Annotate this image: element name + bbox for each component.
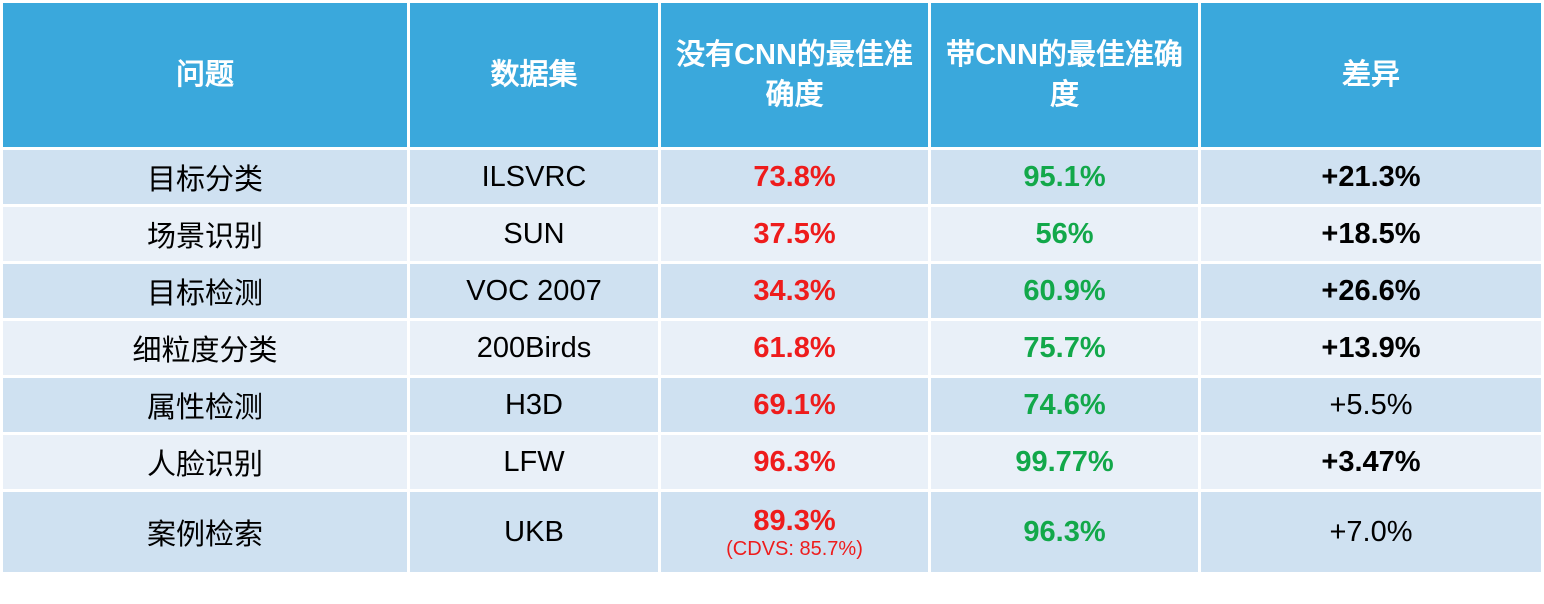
table-cell: +5.5%	[1198, 375, 1544, 435]
table-cell: 37.5%	[658, 204, 931, 264]
table-cell: 属性检测	[0, 375, 410, 435]
table-row: 场景识别 SUN 37.5% 56% +18.5%	[0, 204, 1544, 264]
table-cell: 200Birds	[407, 318, 661, 378]
cell-text: +18.5%	[1321, 217, 1421, 250]
table-body: 目标分类 ILSVRC 73.8% 95.1% +21.3% 场景识别 SUN 37.5% 56…	[0, 147, 1544, 575]
comparison-table: 问题 数据集 没有CNN的最佳准确度 带CNN的最佳准确度 差异 目标分类 ILSVRC 7…	[0, 0, 1544, 575]
table-cell: 目标分类	[0, 147, 410, 207]
header-cell: 没有CNN的最佳准确度	[658, 0, 931, 150]
cell-text: +21.3%	[1321, 160, 1421, 193]
header-text: 带CNN的最佳准确度	[946, 39, 1183, 111]
table-cell: 95.1%	[928, 147, 1201, 207]
cell-text: +13.9%	[1321, 331, 1421, 364]
table-cell: 目标检测	[0, 261, 410, 321]
table-row: 细粒度分类 200Birds 61.8% 75.7% +13.9%	[0, 318, 1544, 378]
table-row: 目标检测 VOC 2007 34.3% 60.9% +26.6%	[0, 261, 1544, 321]
table-cell: SUN	[407, 204, 661, 264]
cell-text: UKB	[504, 515, 564, 548]
table-row: 人脸识别 LFW 96.3% 99.77% +3.47%	[0, 432, 1544, 492]
table-cell: 60.9%	[928, 261, 1201, 321]
cell-text: 200Birds	[476, 331, 592, 364]
header-text: 问题	[175, 59, 234, 91]
cell-text: ILSVRC	[481, 160, 587, 193]
table-cell: +26.6%	[1198, 261, 1544, 321]
cell-text: +3.47%	[1321, 445, 1421, 478]
table-cell: 96.3%	[658, 432, 931, 492]
table-row: 属性检测 H3D 69.1% 74.6% +5.5%	[0, 375, 1544, 435]
cell-text: 96.3%	[753, 445, 836, 478]
table-cell: 61.8%	[658, 318, 931, 378]
table-cell: 73.8%	[658, 147, 931, 207]
cell-text: 69.1%	[753, 388, 836, 421]
header-cell: 带CNN的最佳准确度	[928, 0, 1201, 150]
cell-text: 目标检测	[146, 278, 263, 310]
cell-text: 34.3%	[753, 274, 836, 307]
table-cell: 人脸识别	[0, 432, 410, 492]
cell-text: +5.5%	[1329, 388, 1413, 421]
table-cell: 56%	[928, 204, 1201, 264]
header-text: 没有CNN的最佳准确度	[676, 39, 913, 111]
cell-text: 场景识别	[146, 221, 263, 253]
header-text: 差异	[1341, 59, 1400, 91]
cell-text: VOC 2007	[466, 274, 602, 307]
cell-text: LFW	[503, 445, 565, 478]
table-cell: 96.3%	[928, 489, 1201, 575]
table-cell: 场景识别	[0, 204, 410, 264]
table-cell: 34.3%	[658, 261, 931, 321]
cell-text: 73.8%	[753, 160, 836, 193]
header-row: 问题 数据集 没有CNN的最佳准确度 带CNN的最佳准确度 差异	[0, 0, 1544, 150]
cell-note: (CDVS: 85.7%)	[726, 537, 863, 560]
table-cell: 74.6%	[928, 375, 1201, 435]
cell-text: +7.0%	[1329, 515, 1413, 548]
cell-text: 案例检索	[146, 519, 263, 551]
cell-text: 人脸识别	[146, 449, 263, 481]
cell-text: 37.5%	[753, 217, 836, 250]
cell-text: 60.9%	[1023, 274, 1106, 307]
cell-text: 细粒度分类	[132, 335, 278, 367]
table-cell: H3D	[407, 375, 661, 435]
table-cell: VOC 2007	[407, 261, 661, 321]
cell-text: 属性检测	[146, 392, 263, 424]
cell-text: 99.77%	[1015, 445, 1114, 478]
cell-text: 61.8%	[753, 331, 836, 364]
table-cell: 细粒度分类	[0, 318, 410, 378]
table-cell: +21.3%	[1198, 147, 1544, 207]
header-cell: 问题	[0, 0, 410, 150]
cell-text: +26.6%	[1321, 274, 1421, 307]
table-cell: 案例检索	[0, 489, 410, 575]
table-cell: UKB	[407, 489, 661, 575]
table-cell: 89.3% (CDVS: 85.7%)	[658, 489, 931, 575]
table-row: 案例检索 UKB 89.3% (CDVS: 85.7%) 96.3% +7.0%	[0, 489, 1544, 575]
cell-text: 75.7%	[1023, 331, 1106, 364]
header-cell: 数据集	[407, 0, 661, 150]
table-cell: +13.9%	[1198, 318, 1544, 378]
cell-text: 74.6%	[1023, 388, 1106, 421]
cell-text: 89.3%	[753, 504, 836, 537]
cell-text: H3D	[504, 388, 563, 421]
table-row: 目标分类 ILSVRC 73.8% 95.1% +21.3%	[0, 147, 1544, 207]
table-cell: LFW	[407, 432, 661, 492]
cell-text: 56%	[1035, 217, 1094, 250]
table-cell: +18.5%	[1198, 204, 1544, 264]
cell-text: 目标分类	[146, 164, 263, 196]
table-cell: ILSVRC	[407, 147, 661, 207]
header-cell: 差异	[1198, 0, 1544, 150]
cell-text: 95.1%	[1023, 160, 1106, 193]
table-cell: 69.1%	[658, 375, 931, 435]
table-cell: +7.0%	[1198, 489, 1544, 575]
table-cell: 99.77%	[928, 432, 1201, 492]
header-text: 数据集	[490, 59, 578, 91]
cell-text: SUN	[503, 217, 565, 250]
cell-text: 96.3%	[1023, 515, 1106, 548]
table-cell: 75.7%	[928, 318, 1201, 378]
table-cell: +3.47%	[1198, 432, 1544, 492]
